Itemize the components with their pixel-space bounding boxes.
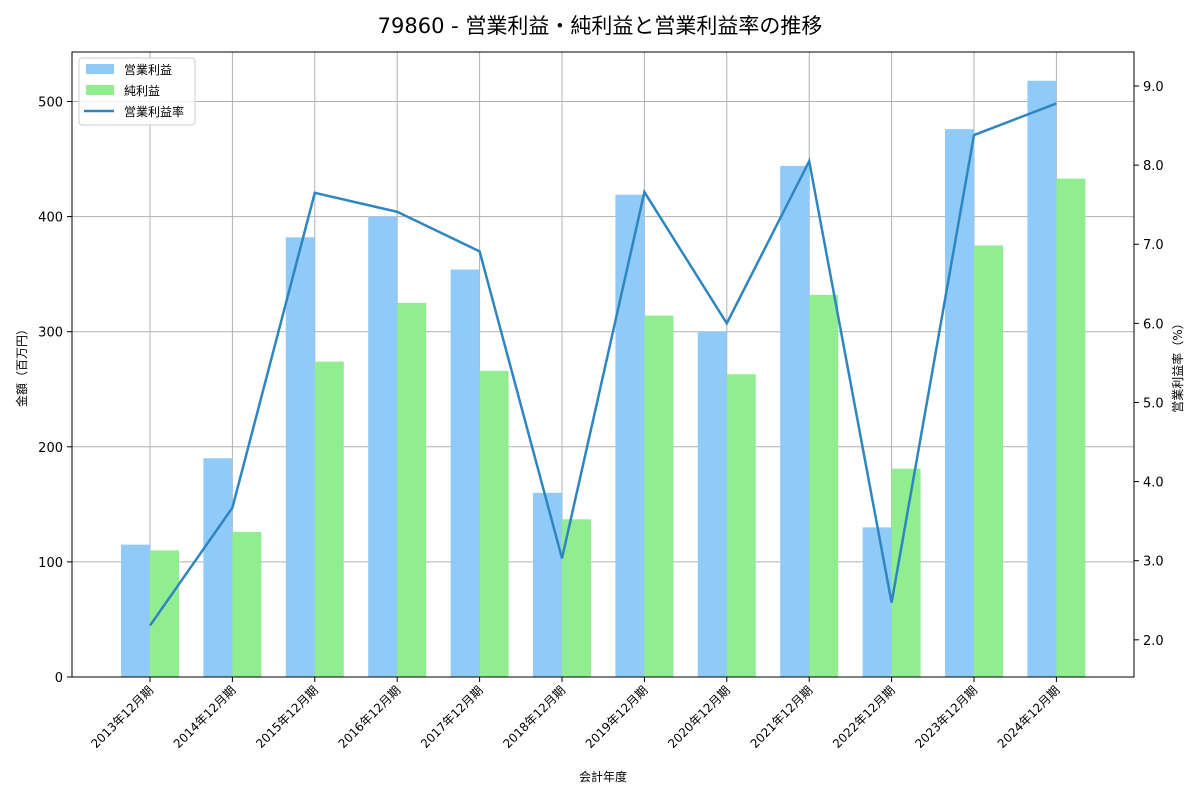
bar-net-profit: [314, 361, 344, 677]
bar-operating-profit: [450, 269, 480, 677]
x-tick-label: 2020年12月期: [665, 683, 733, 751]
bar-operating-profit: [697, 331, 727, 677]
bar-net-profit: [479, 370, 509, 677]
legend-label-operating-profit: 営業利益: [124, 63, 172, 77]
y-axis-label: 金額（百万円）: [14, 323, 29, 407]
y-tick-label: 100: [38, 556, 63, 571]
x-tick-label: 2023年12月期: [912, 683, 980, 751]
x-tick-label: 2018年12月期: [500, 683, 568, 751]
x-tick-label: 2013年12月期: [88, 683, 156, 751]
bar-net-profit: [726, 374, 756, 677]
bar-operating-profit: [533, 492, 562, 677]
x-tick-label: 2016年12月期: [336, 683, 404, 751]
chart-title: 79860 - 営業利益・純利益と営業利益率の推移: [377, 14, 823, 38]
bar-net-profit: [974, 245, 1003, 677]
bar-net-profit: [644, 315, 674, 677]
x-tick-label: 2017年12月期: [418, 683, 486, 751]
y2-tick-label: 9.0: [1143, 80, 1164, 95]
plot-frame: [71, 51, 1135, 678]
legend-box: [78, 57, 196, 126]
y2-tick-label: 8.0: [1143, 159, 1164, 174]
bar-net-profit: [397, 302, 427, 677]
legend-label-net-profit: 純利益: [124, 84, 160, 98]
y2-tick-label: 5.0: [1143, 396, 1164, 411]
x-axis-label: 会計年度: [579, 769, 627, 784]
bar-net-profit: [150, 550, 179, 677]
y-tick-label: 0: [55, 671, 63, 686]
bar-operating-profit: [862, 527, 892, 677]
y-tick-label: 500: [38, 95, 63, 110]
y2-tick-label: 2.0: [1143, 634, 1164, 649]
bar-net-profit: [809, 294, 839, 677]
left-axis-ticks: 0 100 200 300 400 500: [38, 95, 72, 686]
legend-swatch-net-profit: [86, 85, 114, 95]
x-tick-label: 2019年12月期: [583, 683, 651, 751]
operating-margin-line: [148, 102, 1057, 627]
bar-operating-profit: [1027, 80, 1057, 677]
bar-operating-profit: [780, 165, 810, 678]
bar-net-profit: [562, 519, 591, 677]
x-axis-ticks: 2013年12月期 2014年12月期 2015年12月期 2016年12月期 2017…: [88, 677, 1063, 751]
bars-layer: [121, 80, 1086, 678]
x-tick-label: 2014年12月期: [171, 683, 239, 751]
y-tick-label: 200: [38, 441, 63, 456]
legend-label-operating-margin: 営業利益率: [124, 104, 184, 119]
y-tick-label: 400: [38, 211, 63, 226]
y-tick-label: 300: [38, 326, 63, 341]
x-tick-label: 2022年12月期: [830, 683, 898, 751]
bar-operating-profit: [615, 194, 645, 678]
x-tick-label: 2021年12月期: [748, 683, 816, 751]
bar-operating-profit: [121, 544, 150, 677]
y2-tick-label: 3.0: [1143, 555, 1164, 570]
y2-tick-label: 4.0: [1143, 476, 1164, 491]
bar-operating-profit: [203, 458, 233, 677]
y2-axis-label: 営業利益率（%）: [1170, 317, 1185, 412]
rate-line-layer: [148, 102, 1057, 627]
bar-net-profit: [232, 531, 262, 677]
bar-operating-profit: [368, 216, 398, 677]
right-axis-ticks: 2.0 3.0 4.0 5.0 6.0 7.0 8.0 9.0: [1134, 80, 1164, 649]
x-tick-label: 2024年12月期: [995, 683, 1063, 751]
y2-tick-label: 7.0: [1143, 238, 1164, 253]
x-tick-label: 2015年12月期: [253, 683, 321, 751]
bar-net-profit: [1056, 178, 1086, 677]
bar-operating-profit: [285, 237, 315, 677]
y2-tick-label: 6.0: [1143, 317, 1164, 332]
legend-swatch-operating-profit: [86, 64, 114, 74]
